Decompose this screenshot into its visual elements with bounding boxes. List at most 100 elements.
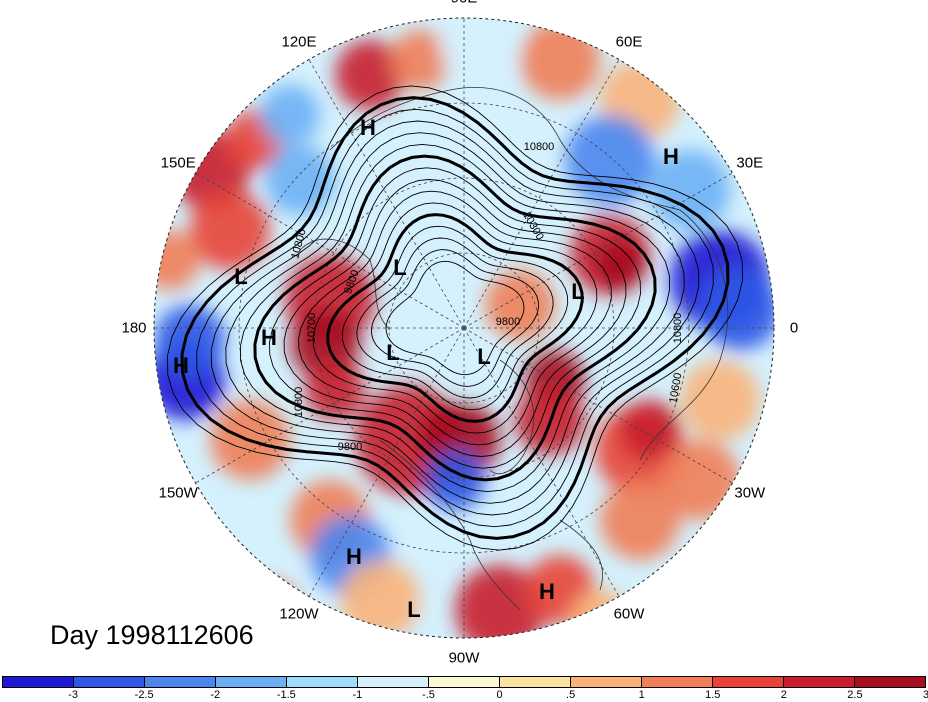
high-pressure-label: H [663, 144, 679, 169]
meridian-line [463, 172, 733, 329]
longitude-label: 180 [121, 319, 147, 337]
meridian-line [308, 327, 465, 597]
anomaly-patch [390, 30, 450, 90]
height-contour [239, 143, 671, 493]
anomaly-patch [340, 560, 420, 638]
height-contour [341, 225, 569, 411]
colorbar-segment [429, 677, 500, 687]
high-pressure-label: H [173, 353, 189, 378]
colorbar-tick-label: -.5 [422, 689, 435, 701]
latitude-circle [388, 252, 540, 404]
anomaly-patch [520, 20, 600, 100]
height-contour [269, 167, 641, 469]
longitude-label: 30E [736, 154, 764, 172]
low-pressure-label: L [407, 597, 421, 622]
anomaly-patch [260, 85, 320, 145]
height-contour [371, 249, 539, 387]
anomaly-patch [335, 40, 405, 110]
meridian-line [463, 327, 733, 484]
colorbar-segment [713, 677, 784, 687]
anomaly-patch [700, 270, 774, 350]
coastline-segment [329, 87, 729, 461]
map-boundary [153, 17, 775, 639]
coastline-segment [559, 519, 603, 591]
longitude-label: 30W [734, 484, 766, 502]
longitude-label: 120W [279, 605, 319, 623]
contour-value-label: 10800 [523, 141, 555, 153]
height-contour [210, 120, 700, 516]
contour-value-label: 10800 [293, 386, 305, 418]
anomaly-patch [525, 555, 595, 625]
anomaly-patch [660, 440, 740, 520]
height-contour [225, 132, 685, 504]
high-pressure-label: H [346, 544, 362, 569]
colorbar-segment [216, 677, 287, 687]
colorbar-tick-label: .5 [566, 689, 576, 701]
coastline-segment [489, 359, 534, 475]
colorbar-tick-label: 2.5 [847, 689, 863, 701]
contour-value-label: 10700 [306, 312, 318, 344]
meridian-line [195, 327, 465, 484]
high-pressure-label: H [261, 325, 277, 350]
colorbar-segment [3, 677, 74, 687]
colorbar-tick-label: 0 [496, 689, 503, 701]
height-contour [196, 108, 714, 528]
colorbar-segment [500, 677, 571, 687]
anomaly-patch [265, 145, 335, 215]
colorbar-segment [145, 677, 216, 687]
longitude-label: 90W [448, 649, 480, 667]
low-pressure-label: L [477, 344, 491, 369]
height-contour [312, 202, 598, 434]
anomaly-patch [154, 230, 200, 290]
contour-value-label: 10800 [672, 312, 684, 344]
colorbar-segment [855, 677, 925, 687]
colorbar-segment [287, 677, 358, 687]
height-contour [298, 190, 612, 446]
anomaly-patch [620, 400, 680, 460]
low-pressure-label: L [393, 255, 407, 280]
colorbar-tick-label: 3 [922, 689, 928, 701]
height-contour [253, 154, 657, 482]
colorbar-segment [784, 677, 855, 687]
high-pressure-label: H [539, 579, 555, 604]
meridian-line [195, 172, 465, 329]
high-pressure-label: H [360, 115, 376, 140]
height-contour [167, 85, 743, 551]
colorbar-tick-label: 1 [638, 689, 645, 701]
anomaly-patch [485, 270, 555, 340]
anomaly-patch [595, 240, 645, 290]
contour-value-label: 9800 [337, 441, 363, 453]
anomaly-patch [390, 180, 450, 240]
colorbar-tick-label: -1.5 [276, 689, 296, 701]
colorbar-tick-label: 2 [780, 689, 787, 701]
longitude-label: 120E [281, 33, 317, 51]
meridian-line [463, 327, 620, 597]
anomaly-patch [445, 345, 495, 395]
height-contour [326, 213, 584, 423]
anomaly-patch [305, 360, 365, 420]
day-label: Day 1998112606 [50, 620, 254, 650]
anomaly-patch [680, 360, 760, 440]
meridian-line [463, 59, 620, 329]
longitude-label: 150E [160, 154, 196, 172]
height-contours [167, 85, 743, 551]
colorbar-tick-label: -3 [68, 689, 78, 701]
colorbar-tick-label: -2.5 [134, 689, 154, 701]
longitude-label: 0 [789, 319, 799, 337]
anomaly-patch [600, 480, 680, 560]
longitude-label: 60E [615, 33, 643, 51]
anomaly-patch [190, 190, 270, 270]
colorbar-segment [642, 677, 713, 687]
anomaly-patch [440, 18, 520, 85]
low-pressure-label: L [571, 279, 585, 304]
low-pressure-label: L [386, 340, 400, 365]
colorbar-tick-label: -2 [210, 689, 221, 701]
colorbar-segment [358, 677, 429, 687]
low-pressure-label: L [234, 264, 248, 289]
longitude-label: 150W [158, 484, 198, 502]
contour-value-label: 9800 [495, 316, 521, 328]
height-contour [180, 96, 730, 540]
colorbar-segment [571, 677, 642, 687]
longitude-label: 90E [451, 0, 478, 7]
